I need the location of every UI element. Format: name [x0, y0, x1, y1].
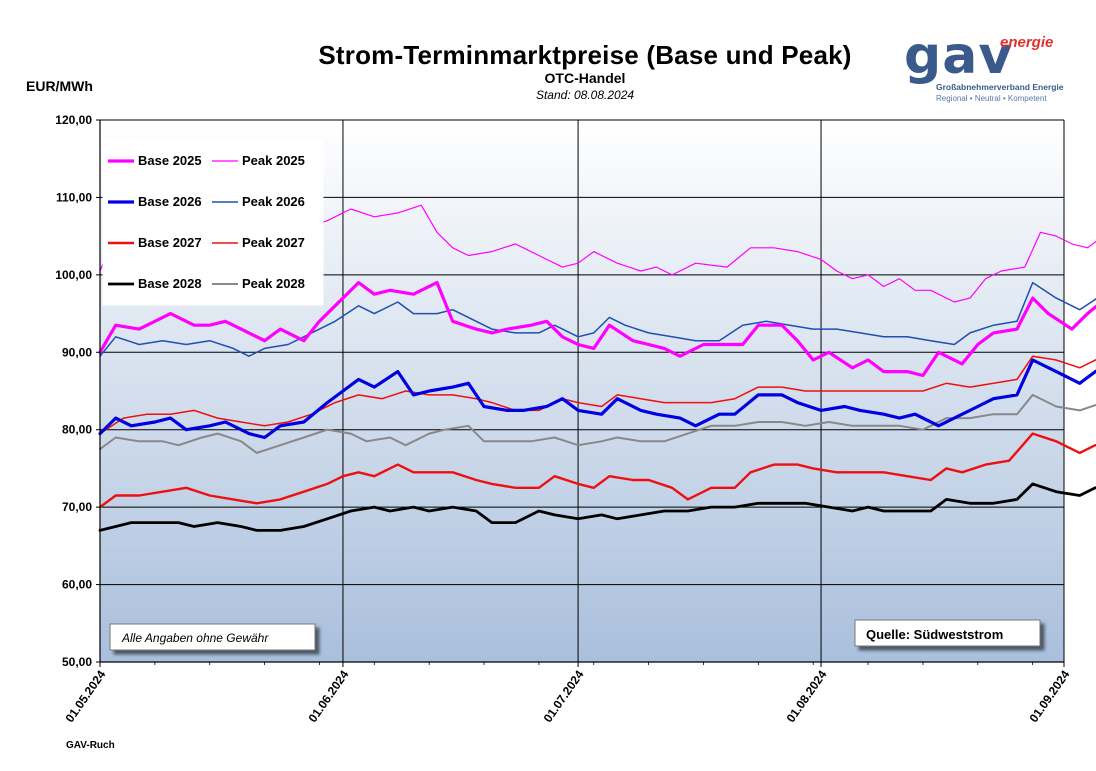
legend-label: Base 2025: [138, 153, 202, 168]
logo-tagline-1: Großabnehmerverband Energie: [936, 82, 1064, 92]
series-line-base-2027: [98, 432, 1096, 509]
y-tick-label: 50,00: [62, 655, 92, 669]
disclaimer-text: Alle Angaben ohne Gewähr: [121, 631, 269, 645]
x-tick-label: 01.07.2024: [541, 667, 587, 724]
series-line-base-2026: [98, 358, 1096, 440]
notes: Alle Angaben ohne Gewähr Quelle: Südwests…: [109, 619, 1041, 651]
legend-label: Peak 2027: [242, 235, 305, 250]
y-tick-label: 90,00: [62, 345, 92, 359]
series-lines: [98, 204, 1096, 532]
x-tick-label: 01.08.2024: [784, 667, 830, 724]
legend: Base 2025 Peak 2025 Base 2026 Peak 2026 Base…: [102, 139, 324, 306]
legend-label: Peak 2026: [242, 194, 305, 209]
y-tick-label: 110,00: [56, 190, 92, 204]
legend-box: [102, 139, 324, 306]
x-tick-label: 01.06.2024: [305, 667, 351, 724]
series-line-base-2025: [98, 281, 1096, 378]
y-tick-label: 100,00: [55, 268, 92, 282]
series-line-base-2028: [98, 482, 1096, 532]
legend-label: Peak 2028: [242, 276, 305, 291]
source-text: Quelle: Südweststrom: [866, 627, 1003, 642]
y-axis-label: EUR/MWh: [26, 78, 93, 94]
logo-energie-text: energie: [1000, 34, 1054, 51]
source-box: [854, 619, 1041, 647]
logo-tagline-2: Regional • Neutral • Kompetent: [936, 94, 1047, 103]
legend-label: Base 2028: [138, 276, 202, 291]
series-line-peak-2026: [99, 281, 1096, 357]
series-line-peak-2028: [99, 393, 1096, 454]
y-tick-label: 120,00: [55, 113, 92, 127]
chart-subtitle: OTC-Handel: [544, 70, 626, 86]
logo-wordmark: gav: [904, 26, 1014, 86]
y-tick-label: 80,00: [62, 423, 92, 437]
legend-label: Peak 2025: [242, 153, 305, 168]
x-tick-label: 01.09.2024: [1027, 667, 1073, 724]
footer-author: GAV-Ruch: [66, 740, 115, 751]
chart-title: Strom-Terminmarktpreise (Base und Peak): [318, 40, 852, 70]
y-tick-label: 70,00: [62, 500, 92, 514]
disclaimer-box: [109, 623, 316, 651]
gav-logo: gav energie Großabnehmerverband Energie …: [900, 26, 1080, 110]
legend-label: Base 2027: [138, 235, 202, 250]
x-tick-label: 01.05.2024: [63, 667, 109, 724]
y-tick-label: 60,00: [62, 578, 92, 592]
legend-label: Base 2026: [138, 194, 202, 209]
chart-stand-date: Stand: 08.08.2024: [535, 88, 635, 102]
series-line-peak-2027: [99, 355, 1096, 435]
